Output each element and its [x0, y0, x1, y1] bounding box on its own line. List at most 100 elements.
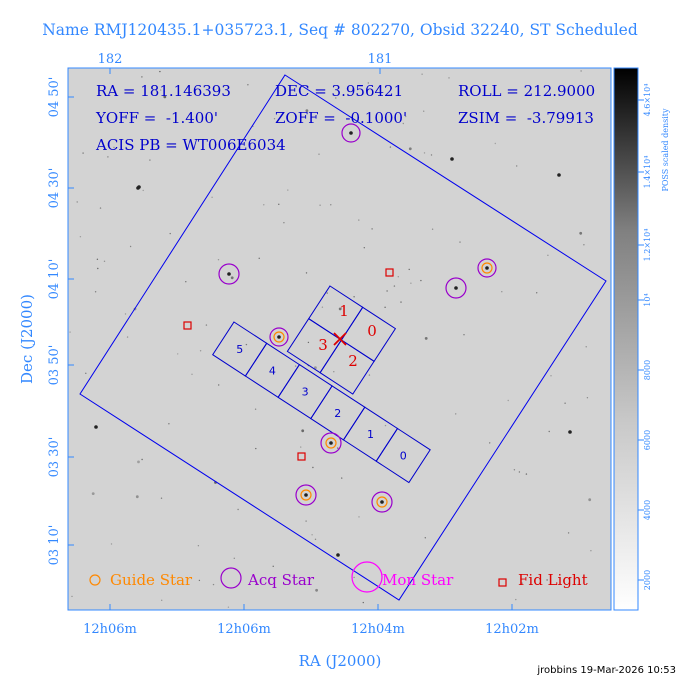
- guide-star-5: [376, 496, 388, 508]
- guide-star-2: [273, 331, 285, 343]
- field-star: [110, 543, 113, 545]
- field-star: [314, 538, 317, 540]
- field-star: [400, 301, 402, 303]
- legend-mon-label: Mon Star: [382, 571, 454, 589]
- field-star: [547, 254, 549, 256]
- s-chip-label: 1: [367, 428, 374, 441]
- legend-acq-symbol: [220, 567, 242, 589]
- field-star: [448, 77, 450, 79]
- field-star: [161, 599, 163, 601]
- field-star: [368, 374, 371, 376]
- field-star: [516, 165, 518, 167]
- bright-star: [329, 441, 333, 445]
- x-tick-label: 12h02m: [485, 622, 539, 637]
- field-star: [258, 257, 260, 259]
- field-star: [287, 189, 289, 191]
- bright-star: [557, 173, 561, 177]
- info-acis-pb: ACIS PB = WT006E6034: [95, 136, 286, 154]
- field-star: [278, 203, 280, 205]
- bright-star: [450, 157, 454, 161]
- field-star: [564, 402, 566, 404]
- field-star: [79, 236, 82, 238]
- field-star: [507, 399, 509, 402]
- field-star: [129, 245, 132, 248]
- acq-star-8: [371, 491, 393, 513]
- colorbar-tick-label: 1.4×10⁴: [643, 156, 652, 189]
- field-star: [312, 466, 314, 469]
- bright-star: [227, 272, 231, 276]
- acq-star-6: [320, 432, 342, 454]
- field-star: [99, 207, 102, 209]
- field-star: [168, 423, 170, 425]
- fid-light-1: [385, 268, 394, 277]
- legend-guide-symbol: [89, 574, 101, 586]
- field-star: [363, 247, 365, 249]
- field-star: [353, 576, 355, 579]
- field-star: [307, 341, 310, 344]
- field-star: [255, 447, 257, 450]
- field-star: [430, 154, 433, 156]
- field-star: [245, 343, 248, 346]
- bright-star: [380, 500, 384, 504]
- field-star: [163, 95, 167, 99]
- bright-star: [136, 186, 140, 190]
- field-star: [423, 110, 425, 112]
- aimpoint-cross: [333, 332, 347, 346]
- info-yoff: YOFF = -1.400': [95, 109, 218, 127]
- legend-fid-symbol: [498, 578, 507, 587]
- field-star: [405, 115, 407, 118]
- s-chip: [375, 427, 431, 484]
- field-star: [254, 408, 257, 410]
- field-star: [338, 307, 342, 311]
- field-star: [217, 259, 220, 261]
- field-star: [211, 196, 213, 198]
- fid-lights: [183, 268, 394, 461]
- field-star: [501, 291, 503, 293]
- i-chip-label: 0: [367, 322, 377, 340]
- bright-star: [568, 430, 572, 434]
- y-tick-label: 03 10': [47, 525, 62, 566]
- bright-star: [349, 131, 353, 135]
- field-star: [423, 152, 426, 154]
- fid-light-3: [297, 452, 306, 461]
- field-star: [567, 532, 570, 534]
- field-star: [588, 498, 592, 502]
- field-star: [463, 334, 465, 336]
- field-star: [579, 231, 583, 235]
- bright-star: [304, 493, 308, 497]
- field-star: [341, 477, 343, 479]
- field-star: [548, 430, 550, 433]
- plot-frame: [67, 67, 612, 611]
- field-star: [455, 413, 457, 415]
- x-tick-label: 12h06m: [83, 622, 137, 637]
- field-star: [107, 156, 109, 158]
- colorbar-tick-label: 2000: [643, 570, 652, 590]
- colorbar-tick-label: 4.6×10⁴: [643, 84, 652, 117]
- info-zsim: ZSIM = -3.79913: [458, 109, 594, 127]
- field-star: [546, 579, 548, 581]
- bright-star: [277, 335, 281, 339]
- field-star: [515, 598, 517, 601]
- field-star: [314, 366, 317, 370]
- field-star: [149, 159, 151, 161]
- field-star: [326, 292, 328, 294]
- field-star: [333, 371, 335, 373]
- field-star: [301, 429, 305, 433]
- acq-star-4: [477, 258, 497, 278]
- field-star: [420, 279, 422, 282]
- i-chip-label: 2: [348, 352, 358, 370]
- guide-stars: [273, 262, 493, 508]
- field-star: [283, 222, 285, 224]
- field-star: [237, 508, 239, 511]
- acq-stars: [218, 123, 497, 513]
- field-star: [585, 346, 587, 348]
- field-star: [315, 588, 318, 592]
- field-star: [135, 495, 139, 499]
- guide-star-3: [325, 437, 337, 449]
- field-star: [272, 565, 274, 567]
- field-star: [82, 152, 84, 154]
- field-star: [273, 118, 276, 120]
- y-tick-label: 03 50': [47, 345, 62, 386]
